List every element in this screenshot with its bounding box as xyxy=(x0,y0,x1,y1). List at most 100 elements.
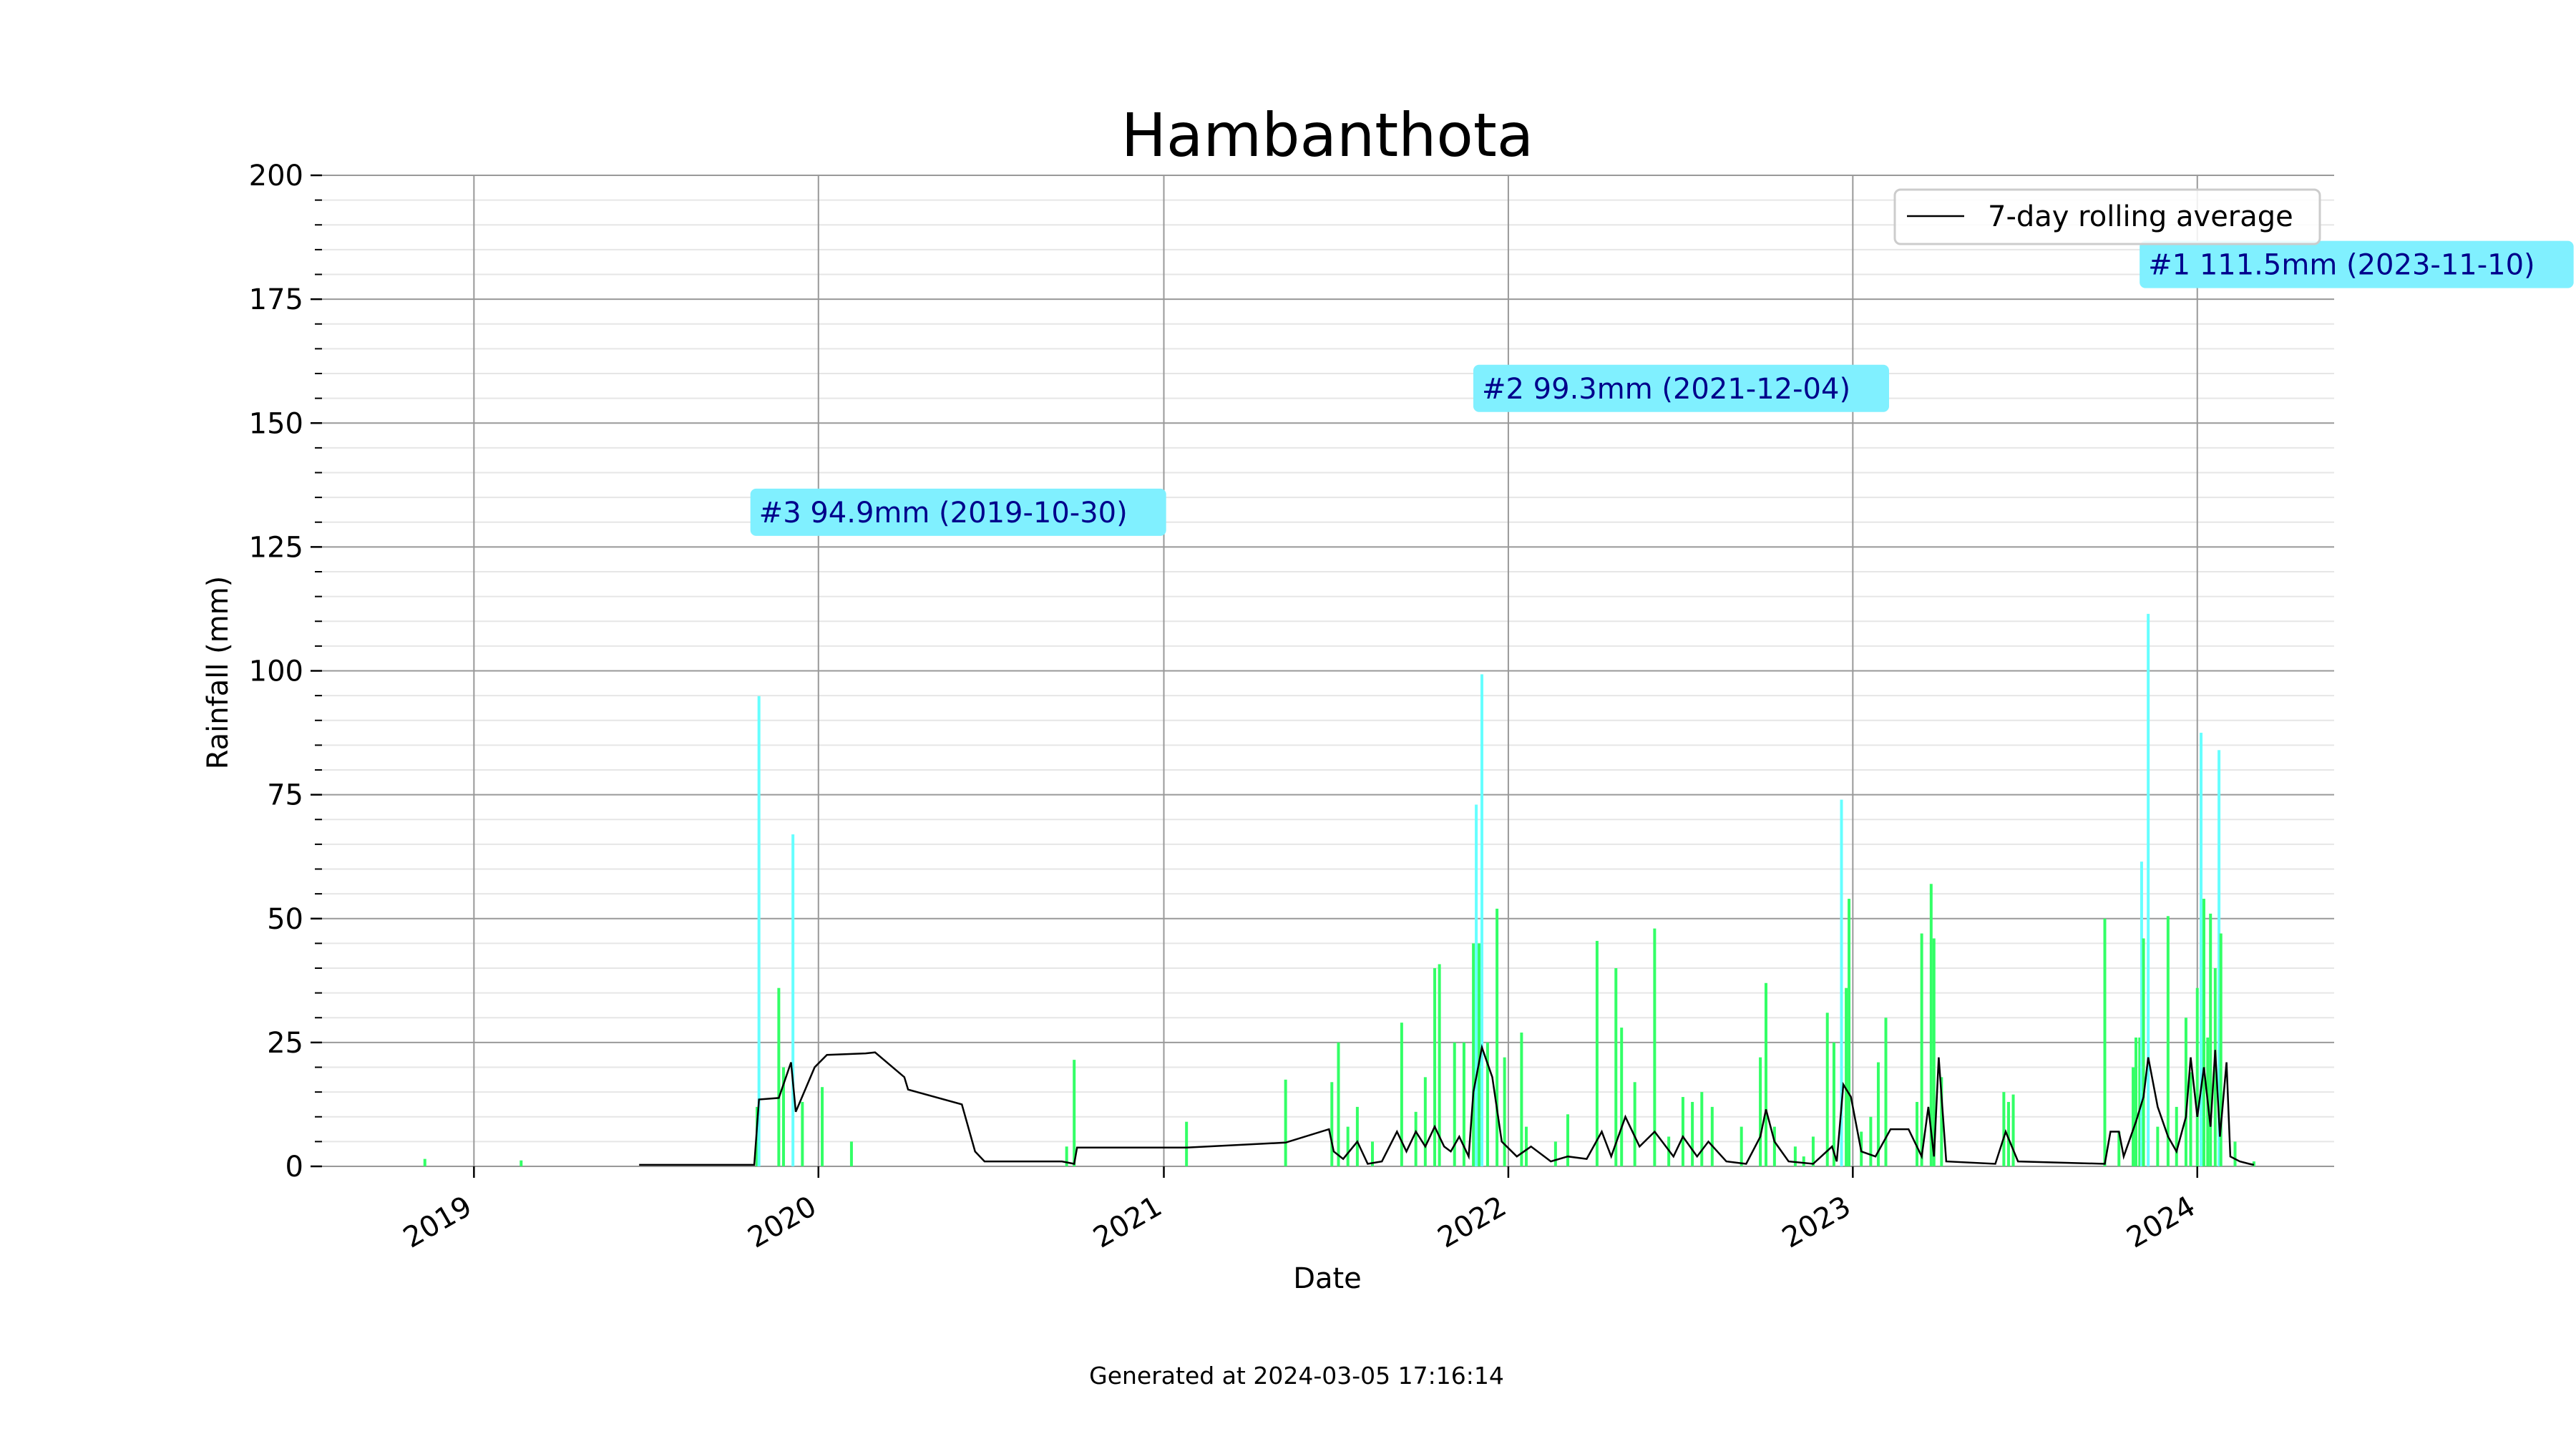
rainfall-bar xyxy=(1691,1101,1694,1166)
y-tick-label: 100 xyxy=(249,655,303,688)
rainfall-bar xyxy=(1355,1106,1359,1166)
rainfall-bar xyxy=(1480,674,1483,1166)
rainfall-bar xyxy=(1932,938,1936,1166)
y-tick-label: 200 xyxy=(249,160,303,192)
rainfall-bar xyxy=(1840,799,1843,1166)
rainfall-bar xyxy=(1370,1141,1374,1166)
rainfall-bar xyxy=(801,1101,804,1166)
rainfall-bar xyxy=(1284,1079,1287,1166)
y-tick-label: 0 xyxy=(286,1151,303,1184)
rainfall-bar xyxy=(2195,987,2199,1166)
rainfall-bar xyxy=(791,834,795,1166)
rainfall-bar xyxy=(2138,1037,2142,1166)
rainfall-bar xyxy=(1595,940,1599,1166)
rainfall-bar xyxy=(777,987,781,1166)
y-tick-label: 25 xyxy=(267,1027,303,1060)
rainfall-bar xyxy=(423,1158,426,1166)
rainfall-bars xyxy=(423,613,2255,1166)
rainfall-bar xyxy=(1700,1092,1704,1166)
legend: 7-day rolling average xyxy=(1893,188,2321,245)
rainfall-bar xyxy=(1462,1042,1465,1166)
rainfall-bar xyxy=(1832,1042,1835,1166)
rainfall-bar xyxy=(1681,1097,1684,1166)
rainfall-bar xyxy=(2209,913,2212,1166)
rainfall-bar xyxy=(2142,938,2145,1166)
x-tick-label: 2022 xyxy=(1433,1190,1512,1255)
annotation-box xyxy=(750,488,1166,536)
annotation-box xyxy=(1473,364,1889,412)
x-tick-label: 2021 xyxy=(1088,1190,1167,1255)
rainfall-bar xyxy=(2156,1126,2160,1166)
x-axis-label: Date xyxy=(1293,1262,1362,1295)
annotation-label: #3 94.9mm (2019-10-30) xyxy=(759,497,1128,530)
rainfall-bar xyxy=(2002,1092,2006,1166)
rainfall-bar xyxy=(2218,750,2221,1166)
rainfall-bar xyxy=(1633,1082,1636,1166)
rainfall-bar xyxy=(1811,1136,1815,1166)
rainfall-bar xyxy=(2117,1131,2121,1166)
rainfall-bar xyxy=(781,1067,785,1166)
rolling-average-line xyxy=(639,1043,2255,1166)
rainfall-bar xyxy=(1825,1013,1829,1166)
rainfall-bar xyxy=(1433,968,1437,1166)
rainfall-bar xyxy=(2200,733,2203,1166)
x-tick-label: 2024 xyxy=(2122,1190,2201,1255)
legend-box xyxy=(1893,188,2321,245)
annotation-label: #2 99.3mm (2021-12-04) xyxy=(1482,373,1850,406)
rainfall-bar xyxy=(1916,1101,1919,1166)
x-tick-label: 2020 xyxy=(743,1190,822,1255)
annotation-box xyxy=(2140,240,2574,288)
rainfall-bar xyxy=(1772,1126,1776,1166)
rainfall-bar xyxy=(1524,1126,1528,1166)
rainfall-bar xyxy=(1848,899,1851,1166)
rainfall-bar xyxy=(1802,1156,1805,1166)
rainfall-bar xyxy=(1496,908,1499,1166)
rainfall-bar xyxy=(1400,1023,1403,1166)
x-tick-label: 2023 xyxy=(1777,1190,1856,1255)
rainfall-bar xyxy=(2252,1161,2255,1166)
rainfall-bar xyxy=(2184,1018,2187,1166)
chart-title: Hambanthota xyxy=(1121,100,1533,170)
rainfall-bar xyxy=(1876,1062,1880,1166)
rainfall-bar xyxy=(2140,862,2143,1166)
rainfall-bar xyxy=(1929,884,1933,1166)
rainfall-bar xyxy=(1845,987,1848,1166)
rainfall-bar xyxy=(519,1160,523,1166)
rainfall-bar xyxy=(1614,968,1618,1166)
rainfall-bar xyxy=(1566,1114,1570,1166)
rainfall-bar xyxy=(1793,1146,1797,1166)
rainfall-bar xyxy=(1185,1121,1189,1166)
rainfall-bar xyxy=(1740,1126,1743,1166)
legend-entry: 7-day rolling average xyxy=(1988,200,2293,233)
rainfall-bar xyxy=(2175,1106,2178,1166)
annotation-label: #1 111.5mm (2023-11-10) xyxy=(2148,249,2535,282)
rainfall-bar xyxy=(1653,928,1657,1166)
rainfall-bar xyxy=(1438,964,1441,1166)
rainfall-bar xyxy=(1414,1111,1418,1166)
rainfall-bar xyxy=(1520,1033,1523,1166)
rainfall-bar xyxy=(1423,1077,1427,1166)
rainfall-bar xyxy=(1620,1028,1624,1166)
y-tick-label: 75 xyxy=(267,779,303,812)
rainfall-bar xyxy=(1337,1042,1340,1166)
rainfall-bar xyxy=(2213,968,2217,1166)
x-tick-label: 2019 xyxy=(398,1190,477,1255)
rainfall-bar xyxy=(2166,916,2170,1166)
rainfall-bar xyxy=(2135,1037,2138,1166)
rainfall-bar xyxy=(1503,1057,1506,1166)
rainfall-bar xyxy=(1478,943,1481,1166)
rainfall-bar xyxy=(1869,1116,1873,1166)
rolling-average-line-group xyxy=(639,1043,2255,1166)
y-tick-label: 150 xyxy=(249,407,303,440)
rainfall-bar xyxy=(2132,1067,2135,1166)
rainfall-bar xyxy=(2147,613,2150,1166)
rainfall-bar xyxy=(2011,1094,2015,1166)
rainfall-bar xyxy=(1485,1042,1489,1166)
grid xyxy=(322,175,2334,1167)
rainfall-bar xyxy=(1472,943,1475,1166)
annotations: #1 111.5mm (2023-11-10) #2 99.3mm (2021-1… xyxy=(750,240,2574,536)
rainfall-bar xyxy=(2202,899,2205,1166)
rainfall-bar xyxy=(1920,933,1923,1166)
rainfall-bar xyxy=(821,1087,824,1166)
